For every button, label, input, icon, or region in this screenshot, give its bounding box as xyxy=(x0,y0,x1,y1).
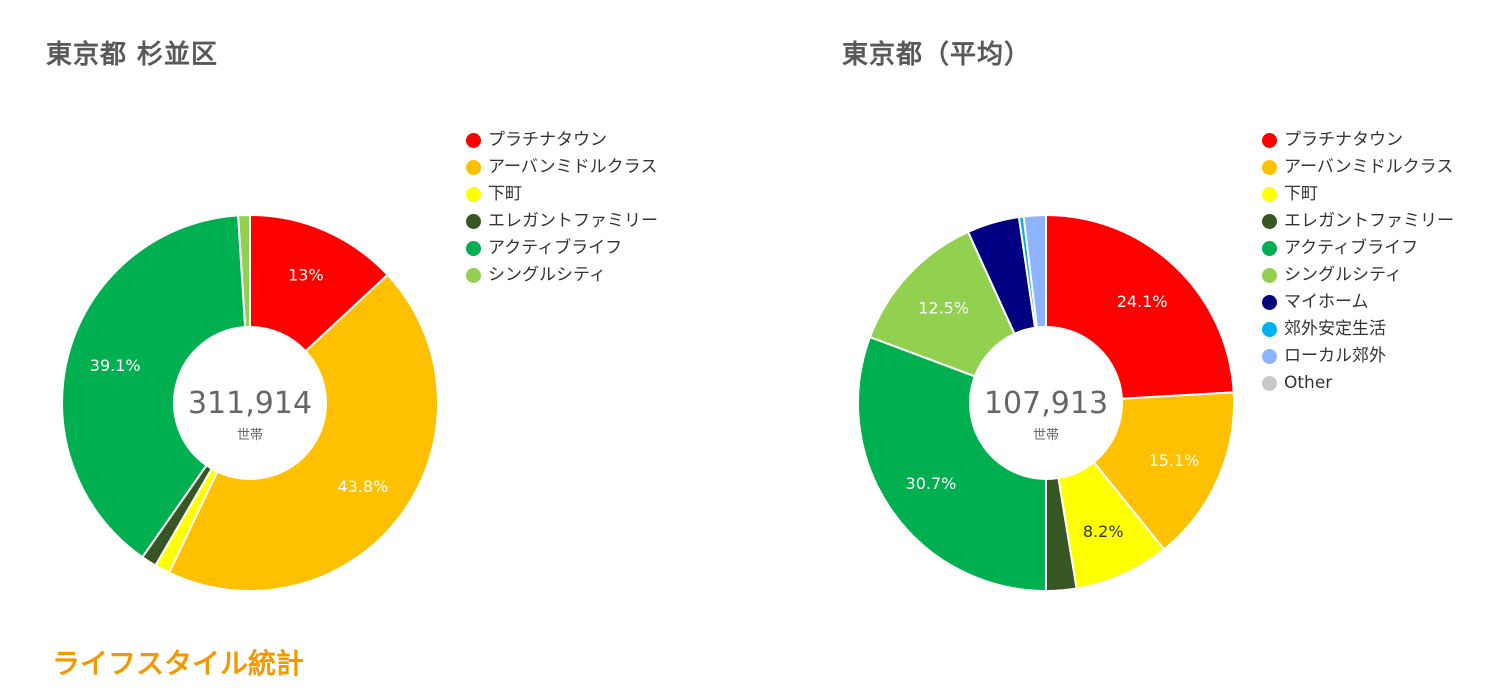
slice-data-label: 24.1% xyxy=(1117,292,1168,311)
legend-swatch xyxy=(1262,241,1277,256)
legend-swatch xyxy=(466,268,481,283)
total-households-unit: 世帯 xyxy=(1033,428,1059,443)
donut-slice[interactable] xyxy=(1092,391,1235,551)
legend-swatch xyxy=(1262,160,1277,175)
legend-label: プラチナタウン xyxy=(1284,130,1403,150)
legend-swatch xyxy=(1262,376,1277,391)
legend-label: アーバンミドルクラス xyxy=(488,157,658,177)
legend-swatch xyxy=(1262,133,1277,148)
total-households-value: 311,914 xyxy=(188,386,312,421)
legend-swatch xyxy=(1262,187,1277,202)
legend-label: アクティブライフ xyxy=(488,238,623,258)
legend-swatch xyxy=(466,160,481,175)
legend-item[interactable]: シングルシティ xyxy=(466,263,666,287)
legend-item[interactable]: アクティブライフ xyxy=(466,236,666,260)
legend-swatch xyxy=(1262,322,1277,337)
legend-label: アーバンミドルクラス xyxy=(1284,157,1454,177)
legend-item[interactable]: プラチナタウン xyxy=(1262,128,1462,152)
slice-data-label: 43.8% xyxy=(337,477,388,496)
legend-label: Other xyxy=(1284,373,1333,393)
legend-item[interactable]: エレガントファミリー xyxy=(1262,209,1462,233)
legend-swatch xyxy=(1262,214,1277,229)
legend-item[interactable]: アクティブライフ xyxy=(1262,236,1462,260)
slice-data-label: 30.7% xyxy=(906,474,957,493)
legend-swatch xyxy=(1262,268,1277,283)
chart-title: 東京都（平均） xyxy=(842,40,1032,70)
legend-label: アクティブライフ xyxy=(1284,238,1419,258)
donut-slice[interactable] xyxy=(237,213,251,329)
legend-item[interactable]: 下町 xyxy=(466,182,666,206)
donut-slice[interactable] xyxy=(61,214,247,559)
legend-item[interactable]: エレガントファミリー xyxy=(466,209,666,233)
slice-data-label: 13% xyxy=(288,266,324,285)
legend-label: シングルシティ xyxy=(488,265,606,285)
slice-data-label: 39.1% xyxy=(90,356,141,375)
legend-item[interactable]: プラチナタウン xyxy=(466,128,666,152)
legend-item[interactable]: アーバンミドルクラス xyxy=(1262,155,1462,179)
slice-data-label: 12.5% xyxy=(918,298,969,317)
legend-label: エレガントファミリー xyxy=(1284,211,1454,231)
donut-chart: 13% 43.8% 39.1% 311,914 世帯 xyxy=(61,213,439,592)
legend-item[interactable]: 下町 xyxy=(1262,182,1462,206)
legend-swatch xyxy=(466,133,481,148)
chart-legend: プラチナタウンアーバンミドルクラス 下町エレガントファミリー アクティブライフ シング… xyxy=(1262,128,1462,398)
donut-slice[interactable] xyxy=(1045,213,1235,400)
legend-swatch xyxy=(1262,349,1277,364)
legend-item[interactable]: アーバンミドルクラス xyxy=(466,155,666,179)
legend-swatch xyxy=(466,187,481,202)
legend-item[interactable]: Other xyxy=(1262,371,1462,395)
legend-label: 下町 xyxy=(488,184,522,204)
donut-slice[interactable] xyxy=(857,335,1047,593)
donut-chart: 24.1% 15.1% 8.2% 30.7% 12.5% 107,913 世帯 xyxy=(857,213,1235,593)
legend-swatch xyxy=(466,214,481,229)
legend-item[interactable]: マイホーム xyxy=(1262,290,1462,314)
chart-legend: プラチナタウンアーバンミドルクラス 下町エレガントファミリー アクティブライフ シング… xyxy=(466,128,666,290)
legend-item[interactable]: シングルシティ xyxy=(1262,263,1462,287)
slice-data-label: 15.1% xyxy=(1149,451,1200,470)
donut-slice[interactable] xyxy=(1022,213,1047,329)
legend-item[interactable]: ローカル郊外 xyxy=(1262,344,1462,368)
legend-label: エレガントファミリー xyxy=(488,211,658,231)
total-households-unit: 世帯 xyxy=(237,428,263,443)
legend-swatch xyxy=(466,241,481,256)
chart-title: 東京都 杉並区 xyxy=(46,40,219,70)
donut-slice[interactable] xyxy=(249,213,389,353)
total-households-value: 107,913 xyxy=(984,386,1108,421)
legend-label: プラチナタウン xyxy=(488,130,607,150)
legend-label: 郊外安定生活 xyxy=(1284,319,1386,339)
slice-data-label: 8.2% xyxy=(1083,522,1124,541)
section-heading: ライフスタイル統計 xyxy=(52,647,305,680)
legend-label: ローカル郊外 xyxy=(1284,346,1386,366)
legend-swatch xyxy=(1262,295,1277,310)
donut-slice[interactable] xyxy=(167,273,439,592)
legend-label: 下町 xyxy=(1284,184,1318,204)
legend-item[interactable]: 郊外安定生活 xyxy=(1262,317,1462,341)
legend-label: マイホーム xyxy=(1284,292,1369,312)
legend-label: シングルシティ xyxy=(1284,265,1402,285)
